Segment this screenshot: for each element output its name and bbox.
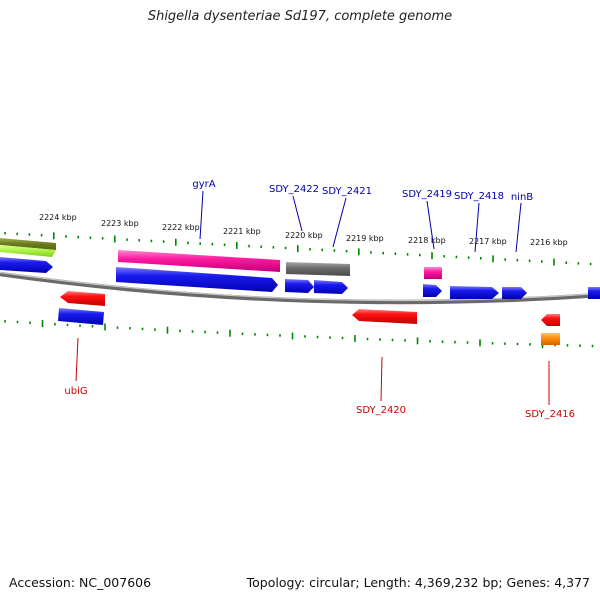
reverse-label-leaders — [75, 337, 550, 405]
feature-pink-small — [424, 267, 442, 279]
gene-label-SDY_2418: SDY_2418 — [454, 191, 504, 202]
feature-gray — [286, 262, 350, 276]
tick-label-2216: 2216 kbp — [530, 238, 568, 247]
tick-label-2218: 2218 kbp — [408, 236, 446, 245]
gene-label-ubiG: ubiG — [64, 386, 87, 397]
feature-gyrA-pink — [118, 250, 280, 272]
reverse-gene-SDY_2416 — [541, 314, 560, 326]
tick-label-2219: 2219 kbp — [346, 234, 384, 243]
forward-gene-2 — [116, 267, 278, 292]
tick-label-2223: 2223 kbp — [101, 219, 139, 228]
forward-label-leaders — [199, 190, 522, 253]
forward-gene-1 — [0, 257, 53, 273]
accession-text: Accession: NC_007606 — [9, 575, 152, 590]
scale-tick-labels: 2224 kbp 2223 kbp 2222 kbp 2221 kbp 2220… — [39, 213, 568, 247]
gene-label-SDY_2416: SDY_2416 — [525, 409, 575, 420]
forward-gene-edge — [588, 287, 600, 299]
tick-label-2221: 2221 kbp — [223, 227, 261, 236]
lower-scale-track — [4, 319, 594, 349]
map-title: Shigella dysenteriae Sd197, complete gen… — [147, 9, 453, 24]
forward-gene-ninB — [502, 287, 527, 299]
feature-olive — [0, 238, 56, 250]
genome-backbone — [0, 271, 600, 305]
reverse-lane-blue — [58, 308, 104, 325]
reverse-gene-SDY_2420 — [352, 309, 417, 324]
gene-label-gyrA: gyrA — [192, 179, 215, 190]
feature-lime — [0, 245, 56, 257]
gene-label-SDY_2422: SDY_2422 — [269, 184, 319, 195]
gene-label-SDY_2419: SDY_2419 — [402, 189, 452, 200]
gene-label-SDY_2420: SDY_2420 — [356, 405, 406, 416]
forward-gene-SDY_2421 — [314, 280, 348, 294]
tick-label-2224: 2224 kbp — [39, 213, 77, 222]
tick-label-2222: 2222 kbp — [162, 223, 200, 232]
tick-label-2217: 2217 kbp — [469, 237, 507, 246]
upper-scale-track — [4, 232, 592, 266]
topology-text: Topology: circular; Length: 4,369,232 bp… — [246, 575, 590, 590]
reverse-gene-ubiG — [60, 291, 105, 306]
gene-label-SDY_2421: SDY_2421 — [322, 186, 372, 197]
gene-label-ninB: ninB — [511, 192, 533, 203]
reverse-lane-orange — [541, 333, 560, 345]
forward-gene-SDY_2422 — [285, 279, 314, 293]
forward-gene-SDY_2418 — [450, 286, 499, 299]
tick-label-2220: 2220 kbp — [285, 231, 323, 240]
forward-gene-SDY_2419 — [423, 284, 442, 297]
